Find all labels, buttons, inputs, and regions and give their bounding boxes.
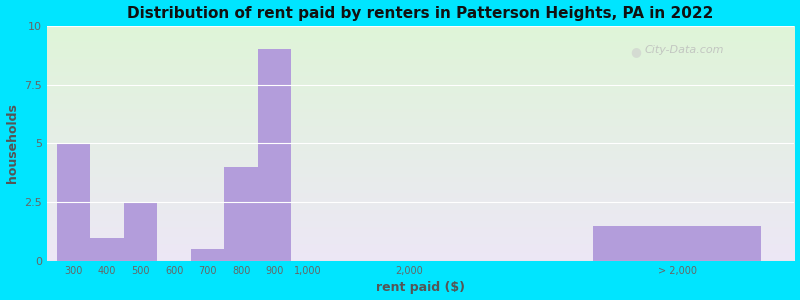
Bar bbox=[258, 50, 291, 261]
Bar bbox=[90, 238, 124, 261]
Bar bbox=[191, 249, 225, 261]
Y-axis label: households: households bbox=[6, 103, 18, 183]
X-axis label: rent paid ($): rent paid ($) bbox=[376, 281, 465, 294]
Title: Distribution of rent paid by renters in Patterson Heights, PA in 2022: Distribution of rent paid by renters in … bbox=[127, 6, 714, 21]
Text: City-Data.com: City-Data.com bbox=[645, 45, 725, 55]
Bar bbox=[594, 226, 761, 261]
Bar bbox=[225, 167, 258, 261]
Text: ●: ● bbox=[630, 45, 641, 58]
Bar bbox=[57, 143, 90, 261]
Bar bbox=[124, 202, 158, 261]
